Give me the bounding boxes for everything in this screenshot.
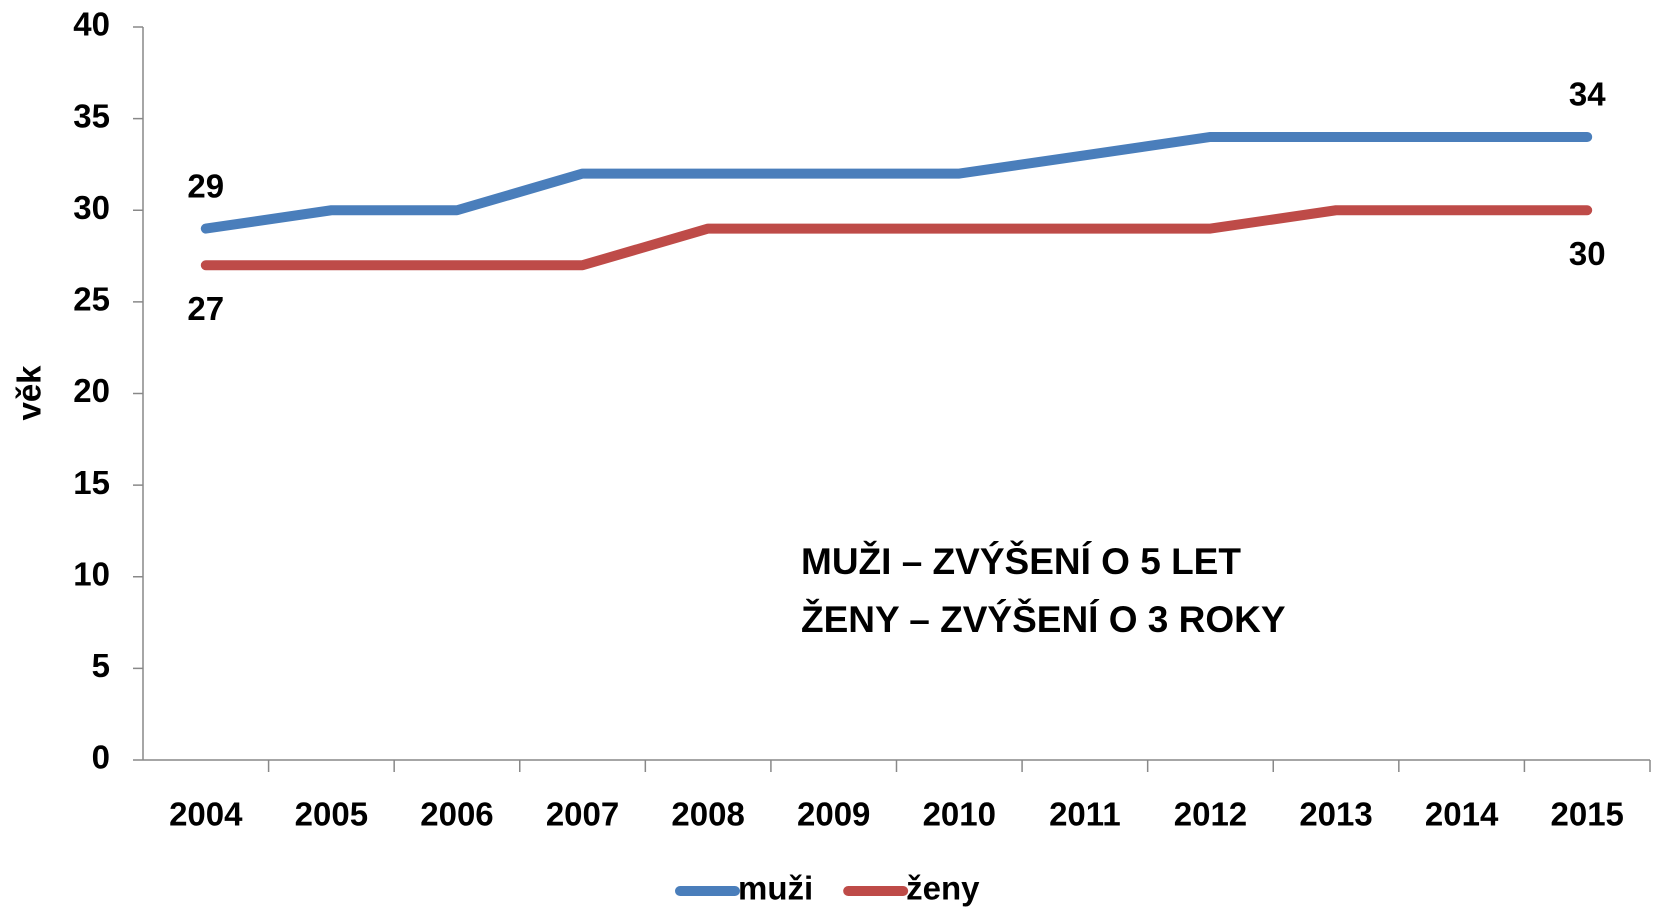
x-tick-label: 2014 xyxy=(1425,796,1499,833)
x-tick-label: 2015 xyxy=(1550,796,1623,833)
y-tick-label: 15 xyxy=(73,464,110,501)
x-tick-label: 2012 xyxy=(1174,796,1247,833)
y-tick-label: 5 xyxy=(92,647,110,684)
y-tick-label: 40 xyxy=(73,6,110,43)
annotation: MUŽI – ZVÝŠENÍ O 5 LET xyxy=(801,540,1241,582)
x-tick-label: 2007 xyxy=(546,796,619,833)
y-tick-label: 0 xyxy=(92,739,110,776)
y-tick-label: 30 xyxy=(73,189,110,226)
series-line xyxy=(200,131,1593,234)
series-line xyxy=(200,205,1593,271)
data-label: 29 xyxy=(187,167,224,204)
x-tick-label: 2010 xyxy=(923,796,996,833)
x-tick-label: 2008 xyxy=(671,796,744,833)
x-tick-label: 2006 xyxy=(420,796,493,833)
x-tick-label: 2013 xyxy=(1299,796,1372,833)
legend-label: muži xyxy=(738,870,813,907)
y-tick-label: 10 xyxy=(73,555,110,592)
x-tick-label: 2011 xyxy=(1049,796,1121,833)
x-tick-label: 2004 xyxy=(169,796,243,833)
x-tick-label: 2009 xyxy=(797,796,870,833)
y-tick-label: 25 xyxy=(73,281,110,318)
data-label: 34 xyxy=(1569,76,1606,113)
y-tick-label: 20 xyxy=(73,372,110,409)
legend-label: ženy xyxy=(906,870,980,907)
data-label: 27 xyxy=(187,290,224,327)
y-axis-label: věk xyxy=(11,365,48,421)
y-tick-label: 35 xyxy=(73,97,110,134)
annotation: ŽENY – ZVÝŠENÍ O 3 ROKY xyxy=(801,598,1286,640)
data-label: 30 xyxy=(1569,235,1606,272)
x-tick-label: 2005 xyxy=(295,796,368,833)
